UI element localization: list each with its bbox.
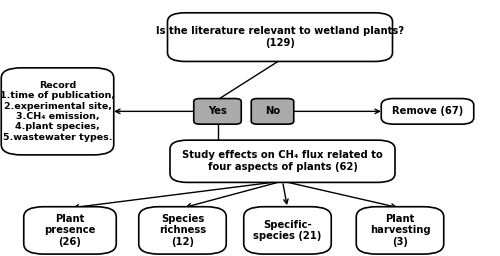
Text: Plant
harvesting
(3): Plant harvesting (3) bbox=[370, 214, 430, 247]
Text: Yes: Yes bbox=[208, 106, 227, 116]
Text: Species
richness
(12): Species richness (12) bbox=[159, 214, 206, 247]
Text: Is the literature relevant to wetland plants?
(129): Is the literature relevant to wetland pl… bbox=[156, 26, 404, 48]
Text: Plant
presence
(26): Plant presence (26) bbox=[44, 214, 96, 247]
FancyBboxPatch shape bbox=[2, 68, 114, 155]
Text: Remove (67): Remove (67) bbox=[392, 106, 463, 116]
FancyBboxPatch shape bbox=[356, 207, 444, 254]
FancyBboxPatch shape bbox=[252, 99, 294, 124]
FancyBboxPatch shape bbox=[382, 99, 474, 124]
Text: Record
1.time of publication,
2.experimental site,
3.CH₄ emission,
4.plant speci: Record 1.time of publication, 2.experime… bbox=[0, 81, 115, 142]
FancyBboxPatch shape bbox=[194, 99, 242, 124]
FancyBboxPatch shape bbox=[244, 207, 331, 254]
Text: Study effects on CH₄ flux related to
four aspects of plants (62): Study effects on CH₄ flux related to fou… bbox=[182, 151, 383, 172]
Text: Specific-
species (21): Specific- species (21) bbox=[254, 220, 322, 241]
FancyBboxPatch shape bbox=[138, 207, 226, 254]
Text: No: No bbox=[265, 106, 280, 116]
FancyBboxPatch shape bbox=[170, 140, 395, 182]
FancyBboxPatch shape bbox=[24, 207, 116, 254]
FancyBboxPatch shape bbox=[168, 13, 392, 61]
